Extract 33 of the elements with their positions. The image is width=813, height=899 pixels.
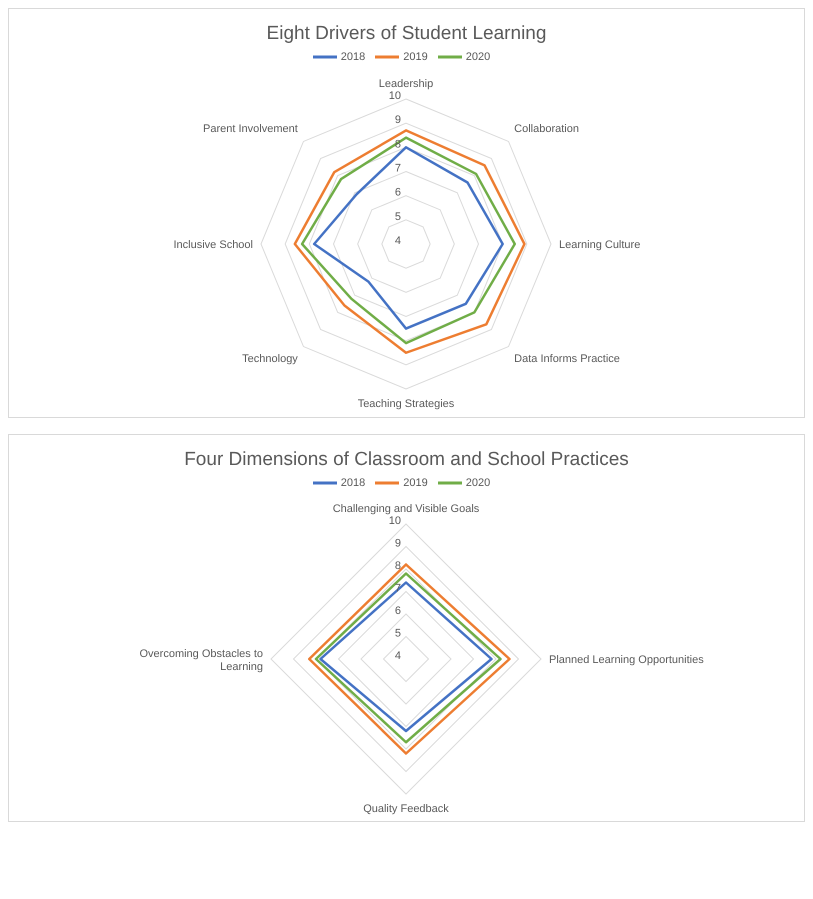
y-tick-label: 10 — [388, 90, 401, 102]
spoke-label: Data Informs Practice — [514, 353, 620, 366]
y-tick-label: 5 — [394, 210, 401, 223]
y-tick-label: 7 — [394, 162, 401, 174]
spoke-label: Parent Involvement — [203, 122, 298, 135]
spoke-label: Teaching Strategies — [358, 398, 455, 410]
spoke-label: Challenging and Visible Goals — [332, 503, 480, 515]
spoke-label: Inclusive School — [174, 239, 253, 251]
spoke-label: Planned Learning Opportunities — [549, 654, 704, 666]
spoke-label: Collaboration — [514, 122, 580, 135]
chart-title: Four Dimensions of Classroom and School Practices — [183, 448, 630, 471]
y-tick-label: 9 — [394, 538, 401, 550]
spoke-label: Technology — [242, 353, 298, 366]
y-tick-label: 6 — [394, 186, 401, 199]
spoke-label: Leadership — [378, 78, 434, 90]
y-tick-label: 8 — [394, 560, 401, 572]
spoke-label: Overcoming Obstacles to Learning — [140, 648, 263, 673]
y-tick-label: 4 — [394, 235, 401, 247]
spoke-label: Learning Culture — [559, 239, 640, 251]
legend-label: 2020 — [466, 476, 490, 489]
y-tick-label: 10 — [388, 515, 401, 527]
legend-label: 2019 — [403, 476, 428, 489]
y-tick-label: 7 — [394, 582, 401, 594]
y-tick-label: 5 — [394, 628, 401, 640]
y-tick-label: 4 — [394, 650, 401, 662]
legend-label: 2020 — [466, 50, 490, 63]
legend-label: 2018 — [340, 476, 366, 489]
legend-label: 2019 — [403, 50, 428, 63]
y-tick-label: 6 — [394, 605, 401, 617]
spoke-label: Quality Feedback — [363, 803, 450, 815]
y-tick-label: 9 — [394, 114, 401, 126]
chart-title: Eight Drivers of Student Learning — [266, 22, 548, 45]
legend-label: 2018 — [340, 50, 366, 63]
